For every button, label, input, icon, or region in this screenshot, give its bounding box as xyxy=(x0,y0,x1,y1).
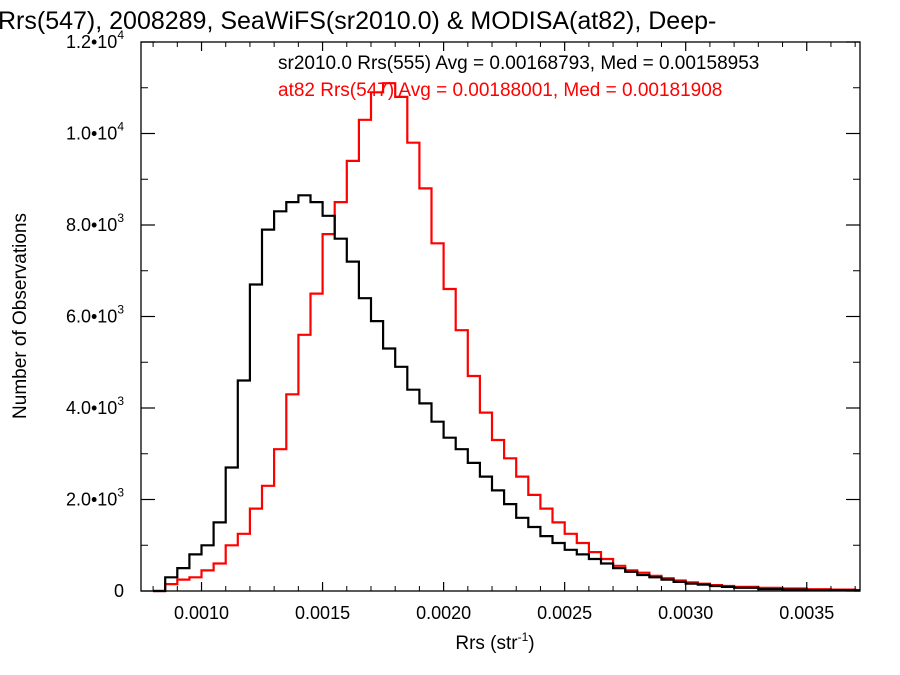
legend-entry-red: at82 Rrs(547) Avg = 0.00188001, Med = 0.… xyxy=(278,80,722,101)
y-tick-label: 0 xyxy=(114,581,124,601)
y-tick-label: 1.2•104 xyxy=(66,28,124,52)
x-tick-label: 0.0025 xyxy=(537,603,592,623)
x-tick-label: 0.0035 xyxy=(779,603,834,623)
x-axis-label: Rrs (str-1) xyxy=(455,630,534,654)
chart-title: Rrs(547), 2008289, SeaWiFS(sr2010.0) & M… xyxy=(0,7,716,35)
legend-entry-black: sr2010.0 Rrs(555) Avg = 0.00168793, Med … xyxy=(278,53,759,74)
y-tick-label: 6.0•103 xyxy=(66,303,124,327)
y-tick-label: 4.0•103 xyxy=(66,394,124,418)
y-tick-label: 8.0•103 xyxy=(66,211,124,235)
x-tick-label: 0.0030 xyxy=(658,603,713,623)
series-sr2010-line xyxy=(153,194,860,593)
y-axis-label: Number of Observations xyxy=(10,213,31,419)
y-axis: 0 2.0•103 4.0•103 6.0•103 8.0•103 1.0•104 1.2•… xyxy=(66,28,860,601)
x-axis: 0.0010 0.0015 0.0020 0.0025 0.0030 0.0035 xyxy=(152,42,856,623)
series-at82-line xyxy=(153,82,860,593)
y-tick-label: 2.0•103 xyxy=(66,486,124,510)
x-tick-label: 0.0015 xyxy=(295,603,350,623)
x-tick-label: 0.0010 xyxy=(174,603,229,623)
x-tick-label: 0.0020 xyxy=(416,603,471,623)
y-tick-label: 1.0•104 xyxy=(66,120,124,144)
series-layer xyxy=(153,82,860,593)
